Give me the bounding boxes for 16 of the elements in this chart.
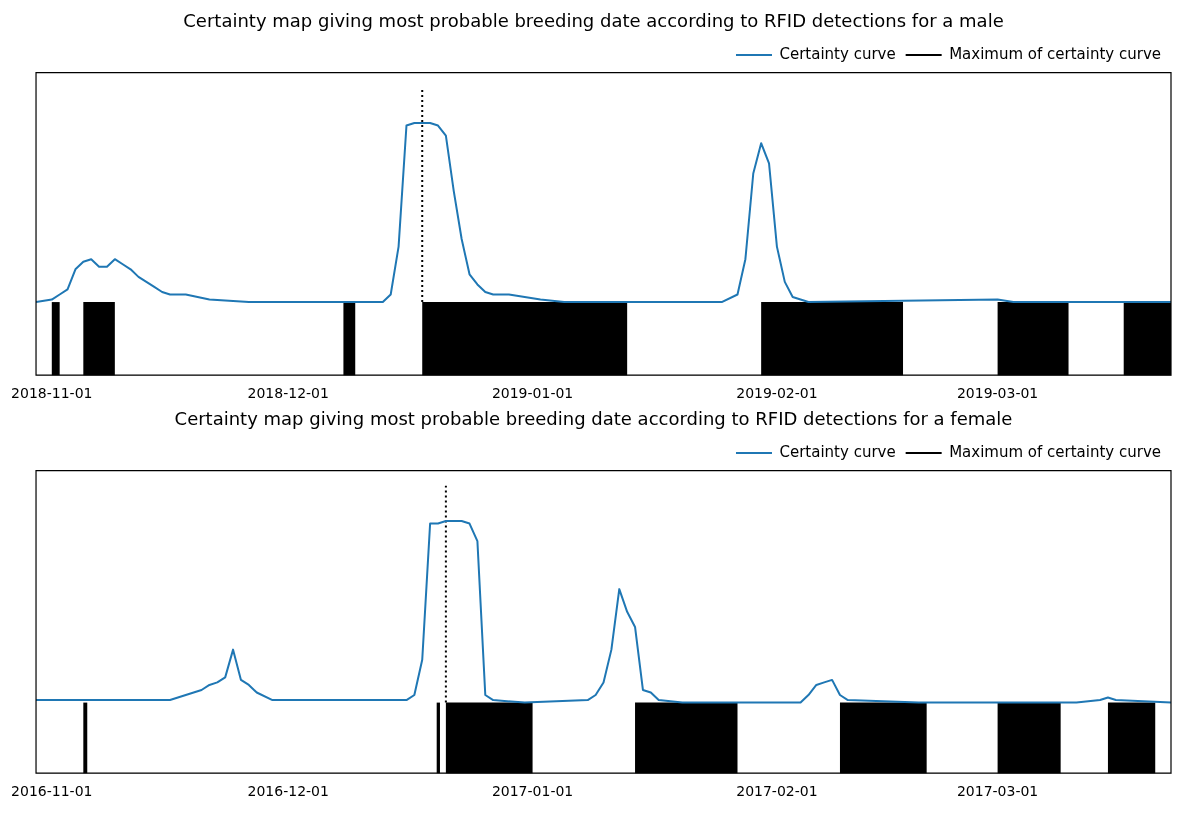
legend-label: Certainty curve <box>779 442 896 461</box>
x-tick-label: 2016-11-01 <box>11 783 93 800</box>
x-tick-label: 2017-01-01 <box>491 783 574 800</box>
x-tick-label: 2017-03-01 <box>956 783 1039 800</box>
legend-label: Certainty curve <box>779 44 896 63</box>
x-tick-label: 2018-12-01 <box>247 385 329 402</box>
legend-label: Maximum of certainty curve <box>949 44 1162 63</box>
x-tick-label: 2019-03-01 <box>956 385 1039 402</box>
legend-label: Maximum of certainty curve <box>949 442 1162 461</box>
x-tick-label: 2018-11-01 <box>11 385 93 402</box>
x-tick-label: 2019-02-01 <box>736 385 818 402</box>
x-tick-label: 2019-01-01 <box>491 385 574 402</box>
chart-title: Certainty map giving most probable breeding date according to RFID detections for a male <box>183 10 1004 32</box>
x-tick-label: 2016-12-01 <box>247 783 329 800</box>
chart-title: Certainty map giving most probable breeding date according to RFID detections for a female <box>174 408 1013 430</box>
x-tick-label: 2017-02-01 <box>736 783 818 800</box>
